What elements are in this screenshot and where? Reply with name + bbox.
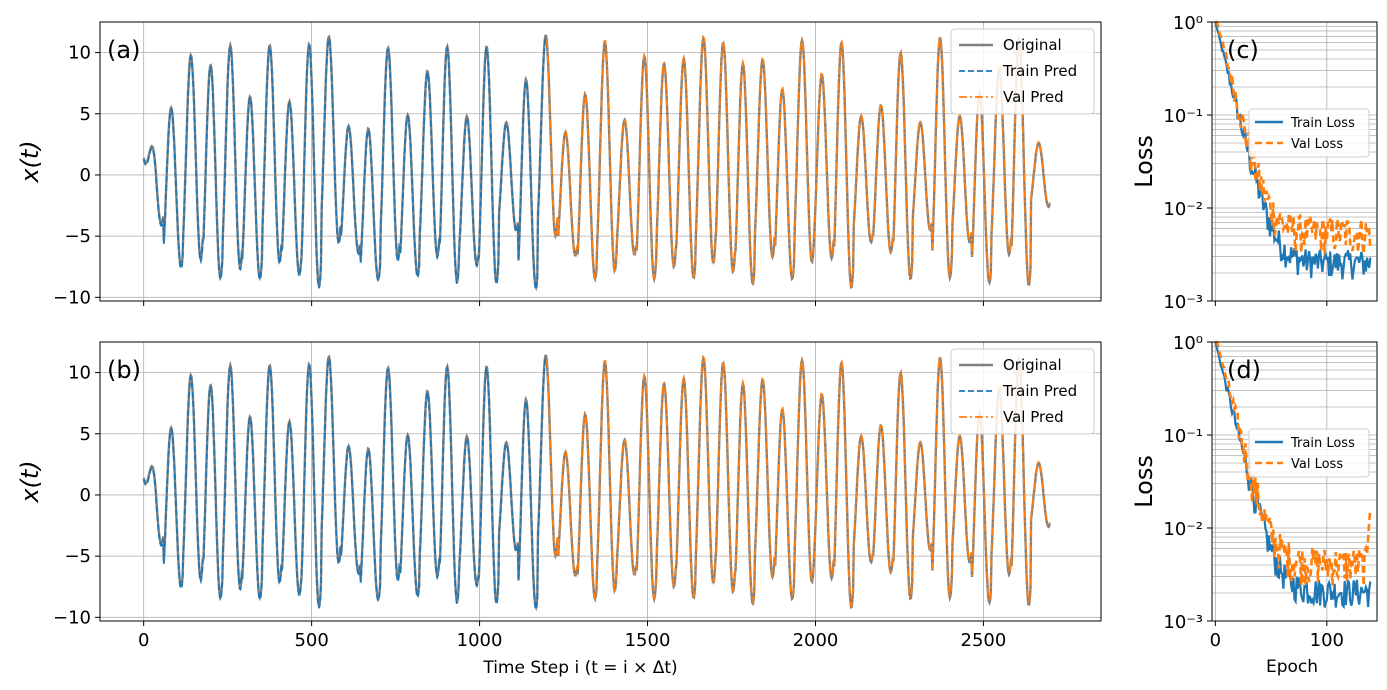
y-axis-label: x(t) <box>16 460 44 503</box>
y-tick-label: 10 <box>68 363 91 384</box>
panel-label: (b) <box>107 356 141 384</box>
x-tick-label: 0 <box>138 630 149 651</box>
y-tick-label: 10⁰ <box>1173 13 1203 34</box>
y-tick-label: −5 <box>64 226 91 247</box>
y-axis-label: Loss <box>1130 135 1158 188</box>
legend: Original Train Pred Val Pred <box>950 348 1095 435</box>
axes-frame <box>1211 341 1378 622</box>
panel-a: −10 −5 0 5 10 (a) x(t) Original Train Pred Val Pr… <box>16 21 1102 308</box>
legend-label: Val Pred <box>1003 408 1064 426</box>
x-tick-label: 0 <box>1210 630 1221 651</box>
y-tick-label: 10⁻¹ <box>1163 106 1203 127</box>
y-tick-label: 10 <box>68 43 91 64</box>
legend: Original Train Pred Val Pred <box>950 28 1095 115</box>
series-val-loss <box>1215 340 1372 586</box>
panel-c: 10⁻³ 10⁻² 10⁻¹ 10⁰ (c) Loss Train Loss Val Loss <box>1130 13 1378 313</box>
y-tick-label: 10⁻² <box>1163 199 1203 220</box>
x-tick-label: 2500 <box>961 630 1007 651</box>
y-axis-label: Loss <box>1130 455 1158 508</box>
y-tick-label: −10 <box>53 287 91 308</box>
y-tick-label: 10⁻² <box>1163 519 1203 540</box>
panel-label: (a) <box>107 36 140 64</box>
y-tick-label: 5 <box>80 424 91 445</box>
series-train-pred <box>142 36 548 293</box>
series-val-loss <box>1215 20 1372 255</box>
y-tick-label: 0 <box>80 485 91 506</box>
panel-d: 0 100 10⁻³ 10⁻² 10⁻¹ 10⁰ (d) Loss Epoch Train Los… <box>1130 333 1378 677</box>
legend-box <box>950 28 1095 115</box>
axes-frame <box>99 21 1102 302</box>
y-tick-label: −5 <box>64 546 91 567</box>
series-val-pred <box>545 354 1051 608</box>
y-tick-label: −10 <box>53 607 91 628</box>
legend-box <box>950 348 1095 435</box>
x-axis-label: Time Step i (t = i × Δt) <box>482 658 677 678</box>
y-tick-label: 0 <box>80 165 91 186</box>
series-train-loss <box>1214 21 1372 280</box>
x-tick-label: 1000 <box>457 630 503 651</box>
legend-label: Original <box>1003 356 1062 374</box>
legend: Train Loss Val Loss <box>1248 428 1370 478</box>
axes-frame <box>1211 21 1378 302</box>
legend-label: Original <box>1003 36 1062 54</box>
series-train-pred <box>142 356 548 613</box>
axes-frame <box>99 341 1102 622</box>
legend: Train Loss Val Loss <box>1248 108 1370 158</box>
legend-label: Train Pred <box>1002 62 1077 80</box>
legend-label: Train Pred <box>1002 382 1077 400</box>
series-val-pred <box>545 34 1051 288</box>
legend-label: Val Loss <box>1291 137 1343 152</box>
y-tick-label: 5 <box>80 104 91 125</box>
panel-b: 0 500 1000 1500 2000 2500 −10 −5 0 5 10 (b) x(t) Time… <box>16 341 1102 678</box>
x-axis-label: Epoch <box>1266 657 1318 677</box>
x-tick-label: 500 <box>294 630 328 651</box>
x-tick-label: 2000 <box>793 630 839 651</box>
x-tick-label: 100 <box>1310 630 1344 651</box>
panel-label: (d) <box>1227 356 1261 384</box>
y-tick-label: 10⁰ <box>1173 333 1203 354</box>
y-tick-label: 10⁻³ <box>1163 292 1203 313</box>
y-tick-label: 10⁻³ <box>1163 612 1203 633</box>
y-axis-label: x(t) <box>16 140 44 183</box>
y-tick-label: 10⁻¹ <box>1163 426 1203 447</box>
legend-label: Val Loss <box>1291 457 1343 472</box>
legend-label: Val Pred <box>1003 88 1064 106</box>
panel-label: (c) <box>1227 36 1259 64</box>
legend-label: Train Loss <box>1290 436 1355 451</box>
x-tick-label: 1500 <box>625 630 671 651</box>
legend-label: Train Loss <box>1290 116 1355 131</box>
